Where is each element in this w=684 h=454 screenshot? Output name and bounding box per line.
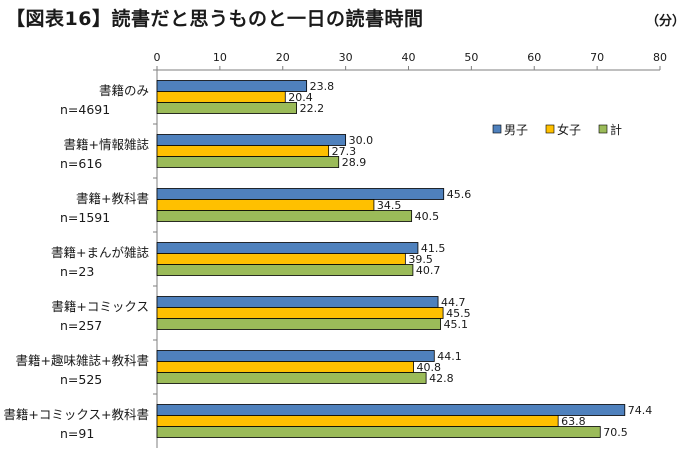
x-tick-label: 10 (213, 51, 227, 64)
bar (156, 242, 419, 254)
data-label: 40.8 (417, 361, 442, 374)
bar (156, 350, 435, 362)
unit-label: （分） (646, 14, 684, 29)
axis-layer: 0 10 20 30 40 50 60 70 80 (153, 51, 667, 448)
legend-label: 女子 (557, 122, 581, 137)
legend: 男子 女子 計 (492, 122, 622, 137)
bar (156, 372, 427, 384)
data-label: 42.8 (429, 372, 454, 385)
legend-swatch (545, 124, 555, 134)
x-tick-label: 70 (590, 51, 604, 64)
category-sample-size: n=4691 (60, 102, 110, 117)
bar (156, 296, 439, 308)
x-tick-label: 60 (527, 51, 541, 64)
data-label: 74.4 (628, 404, 653, 417)
x-tick-label: 50 (464, 51, 478, 64)
category-label: 書籍のみ (99, 83, 149, 98)
category-sample-size: n=257 (60, 318, 102, 333)
bar (156, 415, 559, 427)
bar (156, 188, 445, 200)
x-tick-label: 30 (339, 51, 353, 64)
x-tick-label: 0 (154, 51, 161, 64)
bar (156, 210, 413, 222)
data-label: 39.5 (408, 253, 433, 266)
bar (156, 253, 406, 265)
data-label: 34.5 (377, 199, 402, 212)
data-label: 22.2 (300, 102, 325, 115)
legend-label: 計 (610, 122, 622, 137)
x-tick-label: 40 (402, 51, 416, 64)
bar (156, 134, 347, 146)
data-label: 30.0 (349, 134, 374, 147)
category-label: 書籍+趣味雑誌+教科書 (16, 353, 149, 368)
category-label: 書籍+コミックス+教科書 (3, 407, 149, 422)
bar (156, 91, 286, 103)
data-label: 40.5 (415, 210, 440, 223)
bar (156, 156, 340, 168)
bar (156, 361, 414, 373)
data-label: 63.8 (561, 415, 586, 428)
data-label: 45.6 (447, 188, 472, 201)
category-label: 書籍+教科書 (76, 191, 149, 206)
data-label: 40.7 (416, 264, 441, 277)
category-sample-size: n=525 (60, 372, 102, 387)
category-label: 書籍+まんが雑誌 (51, 245, 149, 260)
data-label: 23.8 (310, 80, 335, 93)
category-sample-size: n=1591 (60, 210, 110, 225)
data-label: 28.9 (342, 156, 367, 169)
bar (156, 426, 601, 438)
legend-swatch (598, 124, 608, 134)
bar (156, 199, 375, 211)
label-layer: 書籍のみ n=4691 23.820.422.2 書籍+情報雑誌 n=616 30.027… (3, 80, 652, 441)
bar (156, 145, 330, 157)
data-label: 20.4 (288, 91, 313, 104)
category-label: 書籍+コミックス (51, 299, 149, 314)
data-label: 70.5 (603, 426, 628, 439)
bar-layer (156, 80, 626, 438)
data-label: 44.7 (441, 296, 466, 309)
legend-swatch (492, 124, 502, 134)
chart-title: 【図表16】読書だと思うものと一日の読書時間 (6, 8, 424, 30)
category-label: 書籍+情報雑誌 (64, 137, 150, 152)
category-sample-size: n=616 (60, 156, 102, 171)
data-label: 44.1 (437, 350, 462, 363)
category-sample-size: n=91 (60, 426, 94, 441)
bar (156, 80, 308, 92)
data-label: 41.5 (421, 242, 446, 255)
bar (156, 404, 626, 416)
data-label: 45.1 (444, 318, 469, 331)
data-label: 45.5 (446, 307, 471, 320)
bar (156, 102, 297, 114)
category-sample-size: n=23 (60, 264, 94, 279)
bar (156, 264, 414, 276)
bar (156, 307, 444, 319)
x-tick-label: 20 (276, 51, 290, 64)
x-tick-label: 80 (653, 51, 667, 64)
bar (156, 318, 441, 330)
data-label: 27.3 (332, 145, 357, 158)
legend-label: 男子 (504, 123, 528, 137)
